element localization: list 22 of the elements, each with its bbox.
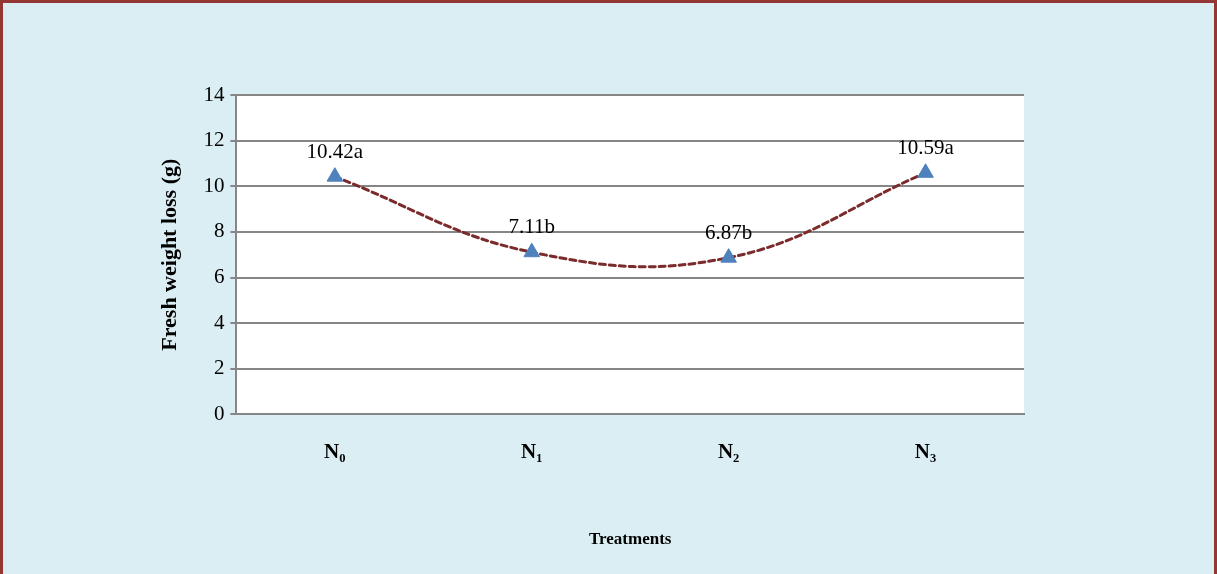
data-label: 10.42a bbox=[306, 138, 364, 163]
y-tick-label: 8 bbox=[213, 218, 225, 243]
x-tick-label: N₀ bbox=[324, 439, 346, 464]
data-label: 10.59a bbox=[897, 134, 955, 159]
y-axis-title: Fresh weight loss (g) bbox=[155, 158, 181, 351]
point bbox=[523, 242, 541, 258]
x-tick-label: N₃ bbox=[914, 439, 937, 464]
y-tick-label: 2 bbox=[213, 355, 225, 380]
y-tick-label: 10 bbox=[203, 172, 225, 197]
y-tick-label: 4 bbox=[213, 309, 225, 334]
x-axis-title: Treatments bbox=[588, 529, 672, 549]
y-tick-label: 14 bbox=[203, 81, 225, 106]
data-label: 6.87b bbox=[705, 219, 753, 244]
y-tick-label: 12 bbox=[203, 127, 225, 152]
data-label: 7.11b bbox=[508, 214, 555, 239]
point bbox=[326, 167, 344, 182]
y-tick-label: 6 bbox=[213, 264, 225, 289]
point bbox=[720, 248, 737, 263]
y-tick-label: 0 bbox=[213, 400, 225, 425]
point bbox=[917, 163, 934, 178]
x-tick-label: N₂ bbox=[717, 439, 740, 464]
x-tick-label: N₁ bbox=[521, 439, 543, 464]
